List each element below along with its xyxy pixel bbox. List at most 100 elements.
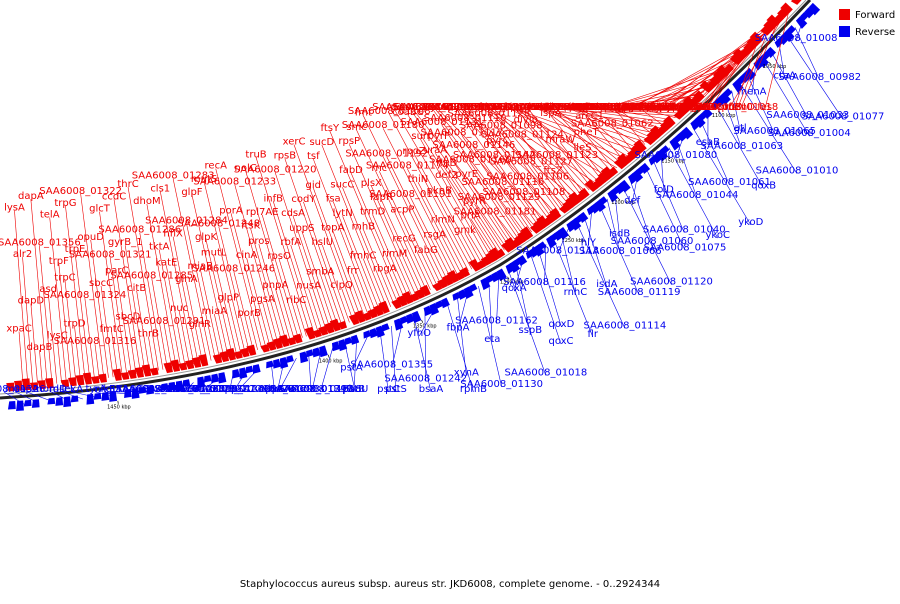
- gene-label: folD: [654, 184, 674, 195]
- gene-label: SAA6008_01080: [634, 150, 717, 161]
- gene-label: truB: [245, 149, 266, 160]
- gene-label: rpsO: [267, 251, 291, 262]
- gene-label: SAA6008_01286: [98, 225, 181, 236]
- gene-label: citB: [127, 283, 146, 294]
- gene-label: potC: [604, 102, 627, 113]
- tick-label: 1450 kbp: [107, 405, 131, 411]
- gene-label: atl: [734, 123, 747, 134]
- label-leader: [95, 344, 99, 379]
- gene-label: rpsP: [338, 136, 360, 147]
- tick-mark: [328, 355, 329, 358]
- reverse-gene-arrow: [382, 323, 390, 331]
- gene-label: mutL: [201, 248, 227, 259]
- gene-label: telA: [40, 209, 60, 220]
- gene-label: dapD: [18, 296, 45, 307]
- gene-label: porA: [219, 205, 243, 216]
- reverse-gene-arrow: [24, 400, 32, 407]
- gene-label: fmt: [355, 108, 372, 119]
- gene-label: eta: [484, 334, 500, 345]
- gene-label: uppS: [289, 223, 314, 234]
- gene-label: purN: [722, 102, 746, 113]
- label-leader: [187, 224, 216, 360]
- gene-label: dapA: [18, 191, 44, 202]
- reverse-gene-arrow: [16, 400, 24, 411]
- gene-label: bsaA: [419, 384, 444, 395]
- reverse-gene-arrow: [63, 396, 71, 407]
- forward-gene-arrow: [791, 0, 801, 5]
- gene-label: trpF: [49, 256, 69, 267]
- gene-label: pstC: [377, 384, 399, 395]
- label-leader: [296, 303, 306, 337]
- gene-label: frr: [347, 265, 359, 276]
- gene-label: opuD: [77, 232, 104, 243]
- gene-label: menA: [737, 87, 766, 98]
- gene-label: rbgA: [373, 264, 397, 275]
- reverse-gene-arrow: [306, 349, 313, 357]
- gene-label: trmD: [360, 207, 386, 218]
- gene-label: flr: [588, 329, 599, 340]
- gene-label: yfhO: [407, 328, 431, 339]
- gene-label: sspB: [518, 325, 542, 336]
- label-leader: [426, 253, 441, 285]
- gene-label: katE: [155, 258, 177, 269]
- gene-label: SAA6008_01018: [505, 368, 588, 379]
- label-leader: [465, 233, 482, 264]
- label-leader: [164, 324, 172, 368]
- gene-label: def: [624, 195, 641, 206]
- reverse-gene-arrow: [286, 355, 294, 363]
- gene-label: recG: [392, 233, 415, 244]
- reverse-gene-arrow: [246, 366, 254, 374]
- forward-gene-arrow: [98, 374, 107, 383]
- gene-label: ykoD: [738, 217, 763, 228]
- gene-label: lysC: [47, 330, 68, 341]
- gene-label: pstA: [340, 362, 362, 373]
- gene-label: qoxC: [548, 336, 573, 347]
- gene-label: priA: [461, 211, 481, 222]
- gene-label: gmk: [454, 225, 476, 236]
- gene-label: gyrB_1: [108, 237, 143, 248]
- gene-label: rpmB: [460, 384, 487, 395]
- gene-label: pyrR: [463, 196, 486, 207]
- gene-label: fbpA: [446, 323, 469, 334]
- gene-label: pdhC: [659, 102, 685, 113]
- gene-label: trpC: [54, 272, 75, 283]
- gene-label: def2: [435, 170, 457, 181]
- gene-label: topA: [321, 223, 344, 234]
- label-leader: [75, 252, 90, 380]
- gene-label: dhoM: [133, 196, 160, 207]
- label-leader: [435, 238, 455, 278]
- reverse-gene-arrow: [232, 369, 240, 379]
- gene-label: rsgA: [423, 230, 446, 241]
- label-leader: [219, 227, 250, 352]
- reverse-gene-arrow: [8, 401, 16, 410]
- gene-label: SAA6008_01008: [755, 33, 838, 44]
- reverse-gene-arrow: [469, 284, 477, 293]
- label-leader: [23, 257, 33, 386]
- reverse-gene-arrow: [71, 396, 79, 403]
- gene-label: tsf: [307, 151, 320, 162]
- gene-label: pnpA: [262, 280, 288, 291]
- gene-label: SAA6008_01061: [688, 177, 771, 188]
- gene-label: sbcD: [116, 312, 141, 323]
- legend-reverse-label: Reverse: [855, 27, 895, 38]
- gene-label: cdsA: [281, 208, 305, 219]
- gene-label: pyrE: [455, 169, 478, 180]
- gene-label: glpP: [218, 292, 240, 303]
- gene-label: xpaC: [6, 324, 31, 335]
- reverse-gene-arrow: [218, 372, 226, 383]
- gene-label: nusA: [296, 281, 321, 292]
- gene-label: SAA6008_01283: [132, 171, 215, 182]
- gene-label: sbcC: [89, 278, 113, 289]
- gene-label: glpK: [195, 232, 217, 243]
- gene-label: rimM: [382, 248, 407, 259]
- gene-label: fabG: [414, 245, 438, 256]
- gene-label: esaB: [696, 137, 720, 148]
- reverse-gene-arrow: [273, 359, 281, 369]
- gene-label: SAA6008_01355: [350, 360, 433, 371]
- gene-label: SAA6008_01326: [0, 384, 45, 395]
- gene-label: rpsB: [274, 151, 297, 162]
- gene-label: tyrA: [85, 384, 106, 395]
- legend-forward-label: Forward: [855, 10, 895, 21]
- gene-label: thiN: [408, 174, 429, 185]
